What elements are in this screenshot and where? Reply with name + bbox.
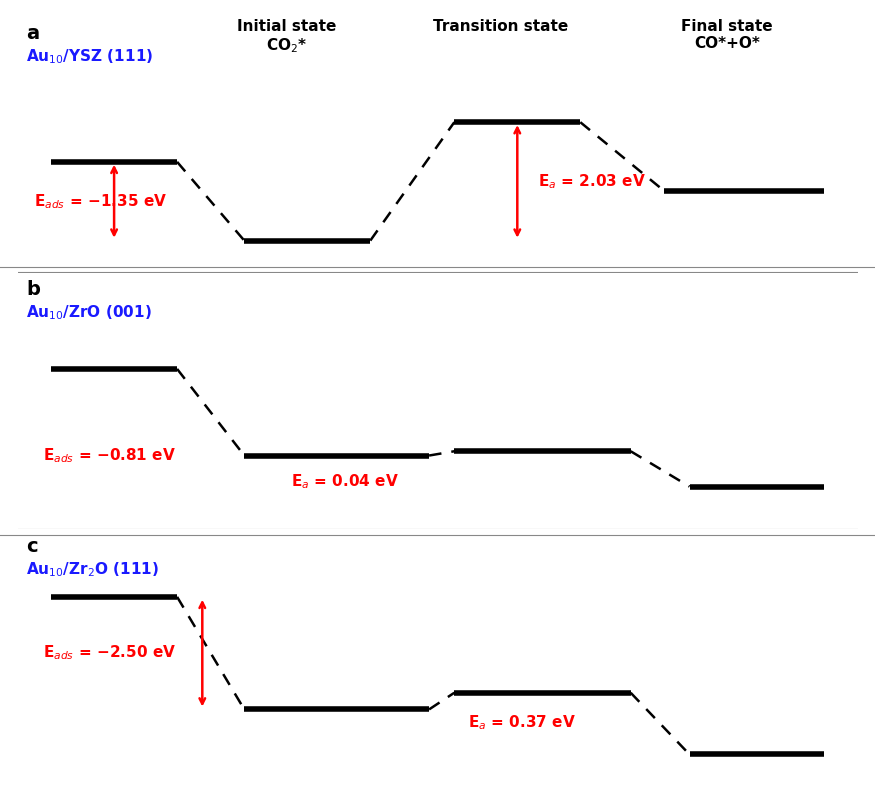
Text: Transition state: Transition state [433, 18, 568, 34]
Text: Initial state
CO$_2$*: Initial state CO$_2$* [236, 18, 336, 55]
Text: a: a [26, 24, 39, 43]
Text: E$_a$ = 0.37 eV: E$_a$ = 0.37 eV [467, 714, 576, 732]
Text: E$_{ads}$ = −1.35 eV: E$_{ads}$ = −1.35 eV [34, 192, 167, 211]
Text: E$_a$ = 2.03 eV: E$_a$ = 2.03 eV [538, 172, 647, 191]
Text: E$_{ads}$ = −2.50 eV: E$_{ads}$ = −2.50 eV [43, 644, 176, 662]
Text: Au$_{10}$/YSZ (111): Au$_{10}$/YSZ (111) [26, 47, 153, 66]
Text: c: c [26, 537, 38, 556]
Text: E$_a$ = 0.04 eV: E$_a$ = 0.04 eV [291, 472, 399, 491]
Text: Au$_{10}$/Zr$_2$O (111): Au$_{10}$/Zr$_2$O (111) [26, 560, 159, 579]
Text: E$_{ads}$ = −0.81 eV: E$_{ads}$ = −0.81 eV [43, 446, 176, 465]
Text: Final state
CO*+O*: Final state CO*+O* [682, 18, 774, 51]
Text: Au$_{10}$/ZrO (001): Au$_{10}$/ZrO (001) [26, 303, 151, 322]
Text: b: b [26, 281, 39, 299]
